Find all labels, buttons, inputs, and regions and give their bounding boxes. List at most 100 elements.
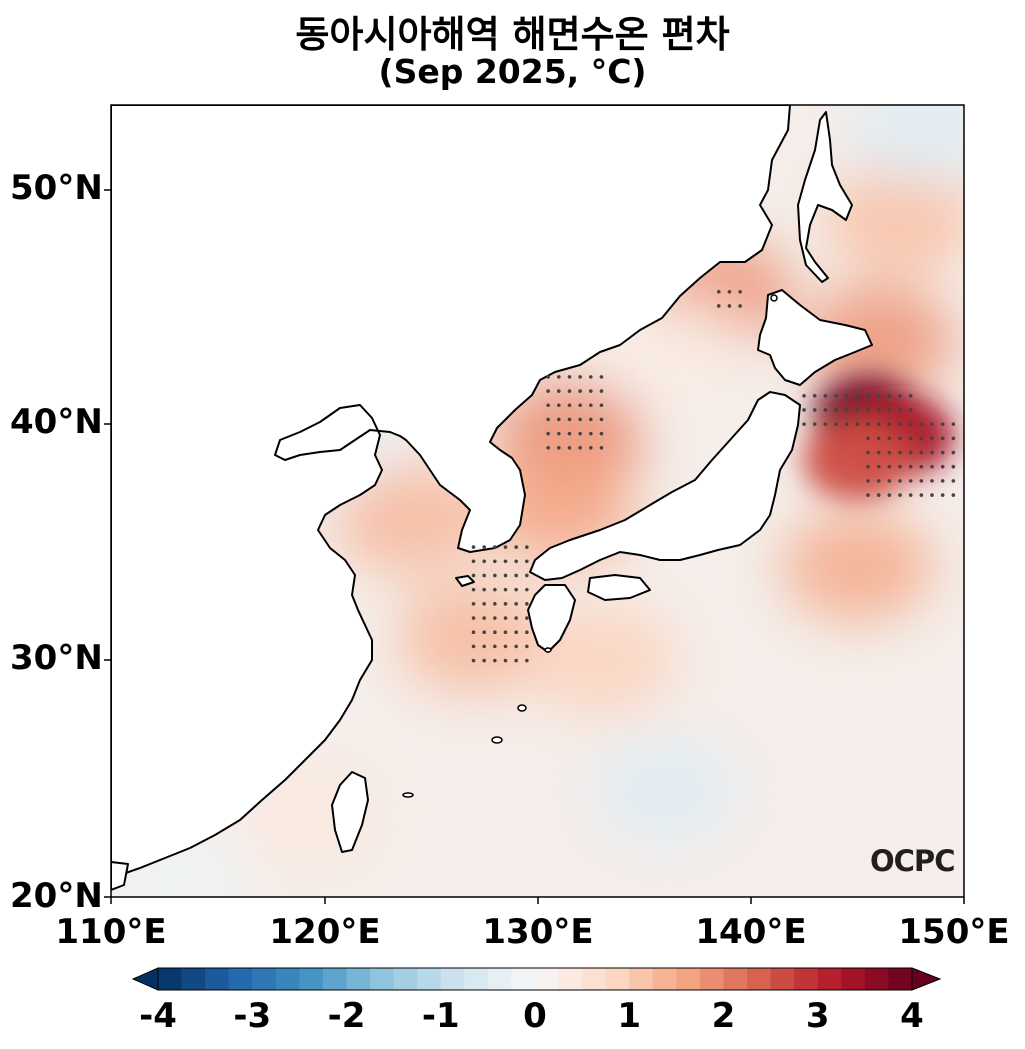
stipple-dot [599,389,604,393]
stipple-dot [855,408,860,412]
stipple-dot [493,573,497,578]
stipple-dot [546,403,550,408]
stipple-dot [525,559,529,564]
colorbar-segment [205,968,230,990]
stipple-dot [567,375,572,379]
colorbar-segment [158,968,183,990]
stipple-dot [823,393,828,398]
colorbar-segment [629,968,654,990]
stipple-dot [887,393,892,398]
colorbar-segment [322,968,348,990]
stipple-dot [503,658,508,663]
stipple-dot [525,644,529,649]
stipple-dot [482,559,486,564]
stipple-dot [482,658,486,663]
colorbar-segment [676,968,701,990]
stipple-dot [525,616,529,620]
stipple-dot [908,436,913,441]
stipple-dot [866,450,870,455]
stipple-dot [493,658,497,663]
stipple-dot [855,393,860,398]
colorbar-segment [652,968,677,990]
stipple-dot [951,479,956,483]
stipple-dot [514,602,518,606]
colorbar-segment [440,968,465,990]
land-mainland [111,105,791,886]
stipple-dot [876,450,881,455]
stipple-dot [493,545,497,549]
anomaly-Pacific-south-of-Japan [782,509,933,623]
colorbar-segment [747,968,772,990]
stipple-dot [876,436,881,441]
colorbar-label: -2 [327,996,366,1036]
land-leizhou [111,861,129,891]
colorbar-segment [864,968,890,990]
stipple-dot [908,408,913,412]
stipple-dot [557,417,561,422]
stipple-dot [589,417,593,422]
stipple-dot [578,431,582,436]
colorbar-segment [888,968,913,990]
stipple-dot [471,587,476,592]
stipple-dot [876,479,881,483]
lon-label-130: 130°E [482,912,594,952]
stipple-dot [716,289,721,294]
stipple-dot [887,450,892,455]
stipple-dot [589,446,593,450]
anomaly-Okhotsk-south [825,162,964,275]
land-honshu [529,391,801,581]
stipple-dot [567,389,572,393]
stipple-dot [546,375,550,379]
stipple-dot [951,436,956,441]
colorbar-segment [794,968,819,990]
stipple-dot [866,479,870,483]
stipple-dot [727,289,732,294]
stipple-dot [919,436,924,441]
stipple-dot [482,644,486,649]
stipple-dot [567,446,572,450]
stipple-dot [557,446,561,450]
stipple-dot [887,479,892,483]
stipple-dot [546,417,550,422]
colorbar-segment [299,968,324,990]
colorbar-extend-max [911,967,942,991]
stipple-dot [887,436,892,441]
lon-label-140: 140°E [695,912,807,952]
colorbar-segment [535,968,560,990]
stipple-dot [471,545,476,549]
stipple-dot [514,630,518,635]
significance-stippling [471,289,956,663]
stipple-dot [493,602,497,606]
stipple-dot [951,493,956,497]
stipple-dot [802,393,806,398]
stipple-dot [866,393,870,398]
stipple-dot [503,587,508,592]
stipple-dot [525,602,529,606]
small-islands [402,294,778,798]
stipple-dot [482,587,486,592]
stipple-dot [908,493,913,497]
stipple-dot [919,422,924,426]
stipple-dot [898,408,902,412]
stipple-dot [546,446,550,450]
stipple-dot [599,431,604,436]
stipple-dot [844,408,849,412]
stipple-dot [503,630,508,635]
stipple-dot [812,393,817,398]
anomaly-Okhotsk-north [846,105,964,185]
stipple-dot [557,389,561,393]
stipple-dot [578,375,582,379]
stipple-dot [908,422,913,426]
stipple-dot [589,403,593,408]
stipple-dot [898,450,902,455]
stipple-dot [887,493,892,497]
stipple-dot [812,422,817,426]
stipple-dot [898,479,902,483]
stipple-dot [503,573,508,578]
stipple-dot [482,630,486,635]
lon-label-110: 110°E [55,912,167,952]
lat-label-40: 40°N [10,402,103,442]
stipple-dot [578,403,582,408]
stipple-dot [589,431,593,436]
